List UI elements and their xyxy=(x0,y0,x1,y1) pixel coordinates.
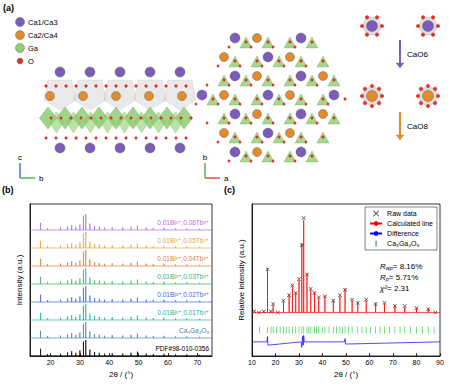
svg-text:CaO8: CaO8 xyxy=(407,122,428,131)
svg-text:(a): (a) xyxy=(3,3,14,13)
html-text:Rp: Rp xyxy=(380,272,389,282)
svg-text:Ca2/Ca4: Ca2/Ca4 xyxy=(28,31,58,40)
svg-text:2θ / (°): 2θ / (°) xyxy=(109,370,133,379)
svg-text:20: 20 xyxy=(47,359,55,366)
svg-text:30: 30 xyxy=(295,359,303,366)
svg-text:90: 90 xyxy=(436,359,444,366)
svg-text:b: b xyxy=(39,174,44,183)
svg-text:c: c xyxy=(18,153,22,162)
svg-text:χ²: χ² xyxy=(380,283,387,293)
svg-text:CaO6: CaO6 xyxy=(407,50,428,59)
svg-text:= 8.16%: = 8.16% xyxy=(393,262,423,271)
svg-text:Ca₃Ga₄O₉: Ca₃Ga₄O₉ xyxy=(387,240,419,247)
svg-text:70: 70 xyxy=(193,359,201,366)
svg-text:Ca₃Ga₄O₉: Ca₃Ga₄O₉ xyxy=(179,327,209,334)
svg-text:0.01Bi³⁺,0.03Tb³⁺: 0.01Bi³⁺,0.03Tb³⁺ xyxy=(157,273,209,280)
svg-text:b: b xyxy=(203,153,208,162)
svg-text:Calculated line: Calculated line xyxy=(387,220,433,227)
svg-text:20: 20 xyxy=(272,359,280,366)
svg-text:70: 70 xyxy=(389,359,397,366)
svg-text:Relative intensity (a.u.): Relative intensity (a.u.) xyxy=(237,239,246,321)
svg-text:Ga: Ga xyxy=(28,44,39,53)
svg-text:(b): (b) xyxy=(2,185,14,195)
svg-text:50: 50 xyxy=(342,359,350,366)
svg-text:40: 40 xyxy=(319,359,327,366)
svg-text:30: 30 xyxy=(76,359,84,366)
svg-text:0.01Bi³⁺,0.04Tb³⁺: 0.01Bi³⁺,0.04Tb³⁺ xyxy=(157,255,209,262)
svg-text:= 5.71%: = 5.71% xyxy=(389,273,419,282)
svg-text:O: O xyxy=(28,57,34,66)
svg-text:0.01Bi³⁺,0.02Tb³⁺: 0.01Bi³⁺,0.02Tb³⁺ xyxy=(157,291,209,298)
svg-text:60: 60 xyxy=(164,359,172,366)
svg-text:50: 50 xyxy=(135,359,143,366)
svg-text:PDF#98-010-0356: PDF#98-010-0356 xyxy=(156,345,210,352)
svg-text:wp: wp xyxy=(386,265,393,271)
svg-text:40: 40 xyxy=(105,359,113,366)
svg-text:10: 10 xyxy=(248,359,256,366)
svg-text:80: 80 xyxy=(413,359,421,366)
svg-text:2θ / (°): 2θ / (°) xyxy=(334,370,358,379)
svg-text:0.01Bi³⁺,0.06Tb³⁺: 0.01Bi³⁺,0.06Tb³⁺ xyxy=(157,219,209,226)
svg-text:(c): (c) xyxy=(224,185,235,195)
svg-text:60: 60 xyxy=(366,359,374,366)
svg-text:Intensity (a.u.): Intensity (a.u.) xyxy=(15,254,24,305)
svg-text:Raw data: Raw data xyxy=(387,210,417,217)
svg-text:Difference: Difference xyxy=(387,230,419,237)
svg-text:R: R xyxy=(380,261,386,271)
svg-text:0.01Bi³⁺,0.05Tb³⁺: 0.01Bi³⁺,0.05Tb³⁺ xyxy=(157,237,209,244)
svg-text:Ca1/Ca3: Ca1/Ca3 xyxy=(28,18,58,27)
svg-text:a: a xyxy=(224,174,229,183)
svg-text:= 2.31: = 2.31 xyxy=(387,284,410,293)
svg-text:0.01Bi³⁺,0.01Tb³⁺: 0.01Bi³⁺,0.01Tb³⁺ xyxy=(157,309,209,316)
